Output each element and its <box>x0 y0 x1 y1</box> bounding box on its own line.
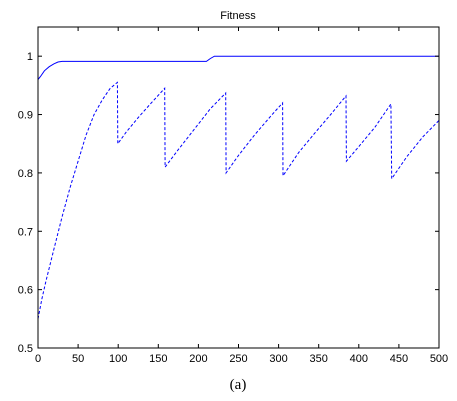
x-tick-label: 500 <box>430 353 448 365</box>
y-tick-label: 1 <box>27 51 33 63</box>
x-tick-label: 50 <box>72 353 84 365</box>
y-tick-label: 0.5 <box>18 343 33 355</box>
x-tick-label: 400 <box>350 353 368 365</box>
x-tick-label: 450 <box>390 353 408 365</box>
x-tick-label: 150 <box>149 353 167 365</box>
chart-title: Fitness <box>220 10 256 22</box>
axes-box <box>37 26 440 349</box>
plot-area <box>37 55 440 319</box>
y-tick-label: 0.8 <box>18 168 33 180</box>
x-tick-label: 200 <box>189 353 207 365</box>
x-tick-label: 300 <box>269 353 287 365</box>
solid-fitness-line <box>37 55 439 80</box>
y-tick-label: 0.9 <box>18 110 33 122</box>
x-tick-label: 350 <box>310 353 328 365</box>
y-tick-label: 0.6 <box>18 285 33 297</box>
dashed-fitness-line <box>37 81 440 319</box>
figure-caption: (a) <box>230 377 247 393</box>
axis-ticks: 0 50 100 150 200 250 300 350 400 450 500 0.5 0.6 0.7 0… <box>18 27 448 365</box>
x-tick-label: 0 <box>35 353 41 365</box>
y-tick-label: 0.7 <box>18 226 33 238</box>
x-tick-label: 100 <box>109 353 127 365</box>
x-tick-label: 250 <box>229 353 247 365</box>
